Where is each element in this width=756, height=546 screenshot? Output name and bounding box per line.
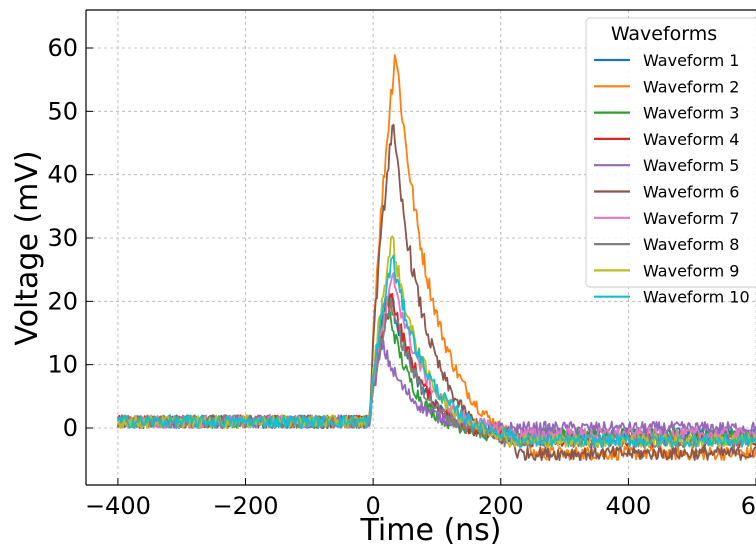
x-tick-label: −200 xyxy=(213,492,279,520)
legend-label: Waveform 9 xyxy=(643,261,739,280)
legend-label: Waveform 8 xyxy=(643,235,739,254)
legend: Waveforms Waveform 1 Waveform 2 Waveform 3… xyxy=(585,17,756,307)
legend-label: Waveform 2 xyxy=(643,77,739,96)
y-tick-label: 0 xyxy=(63,414,78,442)
series-line-10 xyxy=(117,254,756,449)
x-tick-label: 200 xyxy=(478,492,524,520)
axes xyxy=(85,9,756,486)
x-tick-label: −400 xyxy=(85,492,151,520)
y-tick-label: 60 xyxy=(47,34,78,62)
x-tick-label: 400 xyxy=(605,492,651,520)
legend-label: Waveform 6 xyxy=(643,183,739,202)
legend-items: Waveform 1 Waveform 2 Waveform 3 Waveform 4… xyxy=(594,51,750,307)
series-layer xyxy=(117,54,756,462)
legend-title: Waveforms xyxy=(611,23,717,45)
y-axis-label: Voltage (mV) xyxy=(10,150,45,345)
ticks: −400−2000200400600102030405060 xyxy=(47,34,756,520)
y-tick-label: 30 xyxy=(47,224,78,252)
legend-label: Waveform 5 xyxy=(643,156,739,175)
y-tick-label: 40 xyxy=(47,161,78,189)
x-tick-label: 0 xyxy=(366,492,381,520)
y-tick-label: 10 xyxy=(47,351,78,379)
y-tick-label: 50 xyxy=(47,97,78,125)
legend-label: Waveform 1 xyxy=(643,51,739,70)
x-tick-label: 60 xyxy=(741,492,756,520)
legend-label: Waveform 4 xyxy=(643,130,739,149)
x-axis-label: Time (ns) xyxy=(359,513,501,546)
legend-label: Waveform 10 xyxy=(643,288,750,307)
legend-label: Waveform 3 xyxy=(643,104,739,123)
y-tick-label: 20 xyxy=(47,287,78,315)
legend-label: Waveform 7 xyxy=(643,209,739,228)
